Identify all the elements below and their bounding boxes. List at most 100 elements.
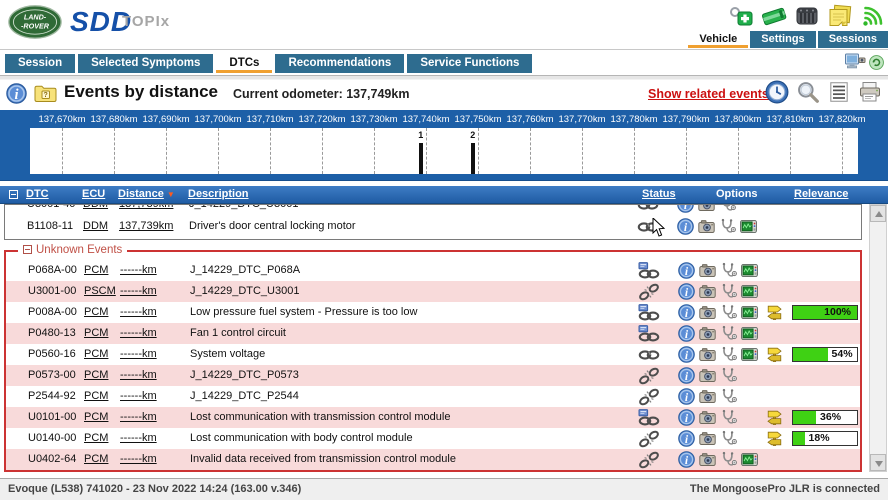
distance-link[interactable]: ------km	[120, 390, 157, 402]
ecu-link[interactable]: PCM	[84, 306, 109, 318]
distance-link[interactable]: ------km	[120, 411, 157, 423]
key-firstaid-icon[interactable]	[728, 4, 754, 28]
connector-icon[interactable]	[794, 4, 820, 28]
column-header-ecu[interactable]: ECU	[82, 188, 106, 200]
datalogger-icon[interactable]	[741, 451, 758, 468]
info-icon[interactable]: i	[678, 367, 695, 384]
stethoscope-icon[interactable]	[720, 409, 737, 426]
distance-link[interactable]: ------km	[120, 369, 157, 381]
stethoscope-icon[interactable]	[720, 304, 737, 321]
stethoscope-icon[interactable]	[720, 325, 737, 342]
column-header-description[interactable]: Description	[188, 188, 249, 200]
camera-icon[interactable]	[699, 430, 716, 447]
show-related-events-link[interactable]: Show related events	[648, 87, 769, 101]
top-tab-vehicle[interactable]: Vehicle	[688, 31, 749, 48]
info-icon[interactable]: i	[678, 325, 695, 342]
camera-icon[interactable]	[699, 304, 716, 321]
search-icon[interactable]	[796, 80, 820, 104]
info-icon[interactable]: i	[678, 409, 695, 426]
camera-icon[interactable]	[698, 218, 715, 235]
scroll-up-button[interactable]	[870, 205, 886, 222]
print-icon[interactable]	[858, 80, 882, 104]
datalogger-icon[interactable]	[741, 346, 758, 363]
nav-tab-recommendations[interactable]: Recommendations	[275, 54, 405, 73]
workstation-icon[interactable]	[844, 52, 866, 77]
distance-link[interactable]: ------km	[120, 306, 157, 318]
ecu-link[interactable]: PCM	[84, 264, 109, 276]
distance-link[interactable]: ------km	[120, 264, 157, 276]
nav-tab-service-functions[interactable]: Service Functions	[407, 54, 533, 73]
stethoscope-icon[interactable]	[720, 346, 737, 363]
info-icon[interactable]: i	[678, 430, 695, 447]
camera-icon[interactable]	[698, 205, 715, 213]
info-icon[interactable]: i	[678, 451, 695, 468]
datalogger-icon[interactable]	[741, 283, 758, 300]
stethoscope-icon[interactable]	[719, 218, 736, 235]
column-header-relevance[interactable]: Relevance	[794, 188, 849, 200]
camera-icon[interactable]	[699, 367, 716, 384]
ecu-link[interactable]: PSCM	[84, 285, 116, 297]
nav-tab-dtcs[interactable]: DTCs	[216, 54, 273, 73]
distance-link[interactable]: ------km	[120, 432, 157, 444]
nav-tab-session[interactable]: Session	[5, 54, 76, 73]
camera-icon[interactable]	[699, 409, 716, 426]
stethoscope-icon[interactable]	[720, 430, 737, 447]
datalogger-icon[interactable]	[741, 262, 758, 279]
datalogger-icon[interactable]	[741, 304, 758, 321]
camera-icon[interactable]	[699, 283, 716, 300]
camera-icon[interactable]	[699, 325, 716, 342]
ecu-link[interactable]: PCM	[84, 327, 109, 339]
column-header-options[interactable]: Options	[716, 188, 758, 200]
ecu-link[interactable]: PCM	[84, 369, 109, 381]
distance-link[interactable]: ------km	[120, 285, 157, 297]
ecu-link[interactable]: PCM	[84, 432, 109, 444]
list-view-icon[interactable]	[827, 80, 851, 104]
info-icon[interactable]: i	[677, 205, 694, 213]
stethoscope-icon[interactable]	[720, 451, 737, 468]
ecu-link[interactable]: PCM	[84, 390, 109, 402]
stethoscope-icon[interactable]	[720, 388, 737, 405]
info-icon[interactable]: i	[678, 283, 695, 300]
camera-icon[interactable]	[699, 388, 716, 405]
ecu-link[interactable]: PCM	[84, 348, 109, 360]
datalogger-icon[interactable]	[741, 325, 758, 342]
help-folder-icon[interactable]: ?	[33, 83, 58, 104]
notes-icon[interactable]	[827, 4, 853, 28]
ecu-link[interactable]: DDM	[83, 220, 109, 232]
vci-card-icon[interactable]	[761, 4, 787, 28]
top-tab-settings[interactable]: Settings	[750, 31, 816, 48]
nav-tab-selected-symptoms[interactable]: Selected Symptoms	[78, 54, 214, 73]
column-header-distance[interactable]: Distance ▼	[118, 188, 175, 200]
datalogger-icon[interactable]	[740, 218, 757, 235]
stethoscope-icon[interactable]	[720, 262, 737, 279]
sync-icon[interactable]	[869, 54, 884, 75]
collapse-all-icon[interactable]	[9, 190, 18, 199]
info-icon[interactable]: i	[678, 388, 695, 405]
camera-icon[interactable]	[699, 346, 716, 363]
info-icon[interactable]: i	[678, 304, 695, 321]
column-header-status[interactable]: Status	[642, 188, 676, 200]
info-icon[interactable]: i	[677, 218, 694, 235]
distance-link[interactable]: ------km	[120, 453, 157, 465]
table-scrollbar[interactable]	[869, 204, 887, 472]
info-icon[interactable]: i	[678, 262, 695, 279]
ecu-link[interactable]: PCM	[84, 411, 109, 423]
distance-link[interactable]: ------km	[120, 327, 157, 339]
info-icon[interactable]: i	[678, 346, 695, 363]
collapse-group-icon[interactable]	[23, 245, 32, 254]
distance-link[interactable]: ------km	[120, 348, 157, 360]
distance-link[interactable]: 137,739km	[119, 204, 174, 210]
wireless-icon[interactable]	[860, 4, 886, 28]
camera-icon[interactable]	[699, 451, 716, 468]
stethoscope-icon[interactable]	[719, 205, 736, 213]
top-tab-sessions[interactable]: Sessions	[817, 31, 888, 48]
camera-icon[interactable]	[699, 262, 716, 279]
distance-link[interactable]: 137,739km	[119, 220, 174, 232]
ecu-link[interactable]: DDM	[83, 204, 109, 210]
column-header-dtc[interactable]: DTC	[26, 188, 49, 200]
scroll-down-button[interactable]	[870, 454, 886, 471]
info-icon[interactable]: i	[6, 83, 27, 104]
stethoscope-icon[interactable]	[720, 283, 737, 300]
stethoscope-icon[interactable]	[720, 367, 737, 384]
ecu-link[interactable]: PCM	[84, 453, 109, 465]
